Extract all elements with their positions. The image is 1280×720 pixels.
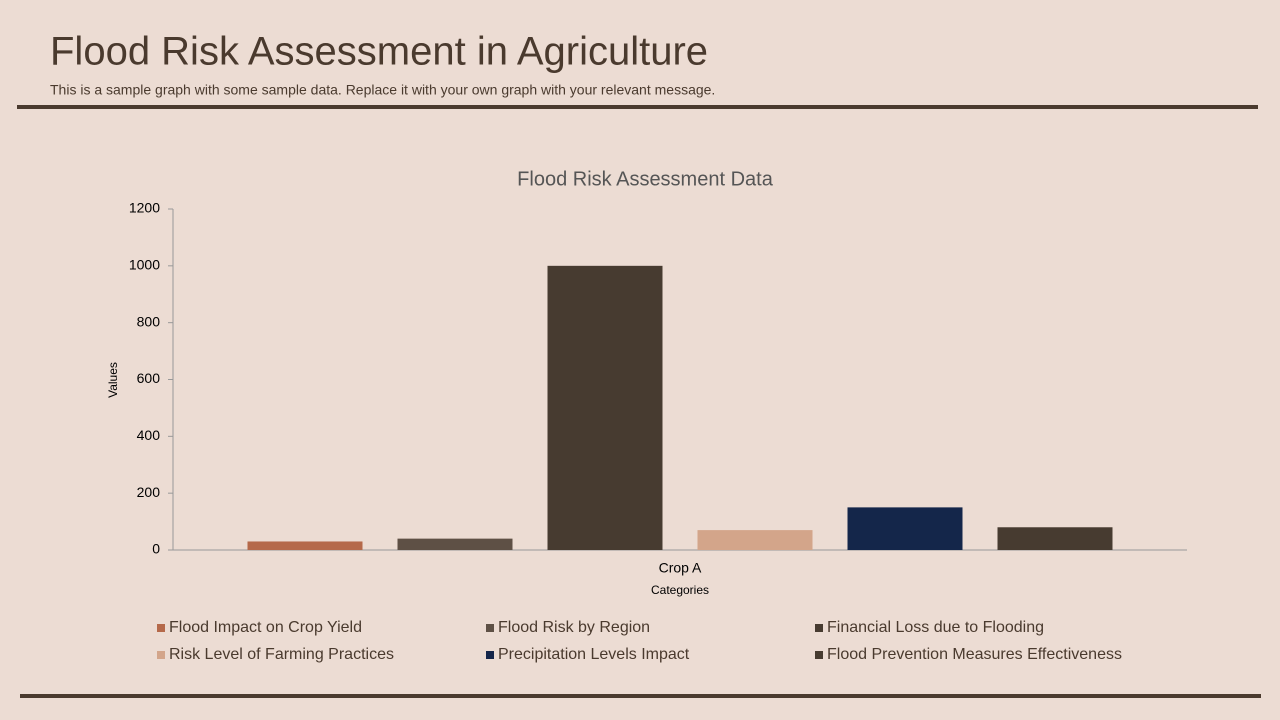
x-tick-label: Crop A [659,560,702,576]
y-tick-label: 800 [137,313,161,329]
legend-label: Flood Risk by Region [498,619,650,636]
bar [997,527,1113,550]
bar [247,541,363,550]
chart-title: Flood Risk Assessment Data [517,168,774,190]
slide-title: Flood Risk Assessment in Agriculture [50,30,708,74]
bar [847,507,963,550]
legend-label: Flood Impact on Crop Yield [169,619,362,636]
header-rule [17,105,1258,109]
y-axis-label: Values [106,362,120,398]
y-tick-label: 1200 [129,200,160,216]
x-axis-label: Categories [651,583,709,597]
legend-swatch [157,624,165,632]
y-tick-label: 200 [137,484,161,500]
legend-swatch [157,651,165,659]
legend-label: Precipitation Levels Impact [498,646,690,663]
y-tick-label: 1000 [129,257,160,273]
y-tick-label: 600 [137,370,161,386]
footer-rule [20,694,1261,698]
legend-label: Flood Prevention Measures Effectiveness [827,646,1122,663]
bar [397,538,513,550]
legend-swatch [815,624,823,632]
legend-swatch [486,651,494,659]
legend-label: Risk Level of Farming Practices [169,646,394,663]
legend-swatch [486,624,494,632]
bar [547,265,663,550]
slide-subtitle: This is a sample graph with some sample … [50,82,715,98]
legend-swatch [815,651,823,659]
bar [697,530,813,550]
legend-label: Financial Loss due to Flooding [827,619,1044,636]
y-tick-label: 400 [137,427,161,443]
y-tick-label: 0 [152,541,160,557]
